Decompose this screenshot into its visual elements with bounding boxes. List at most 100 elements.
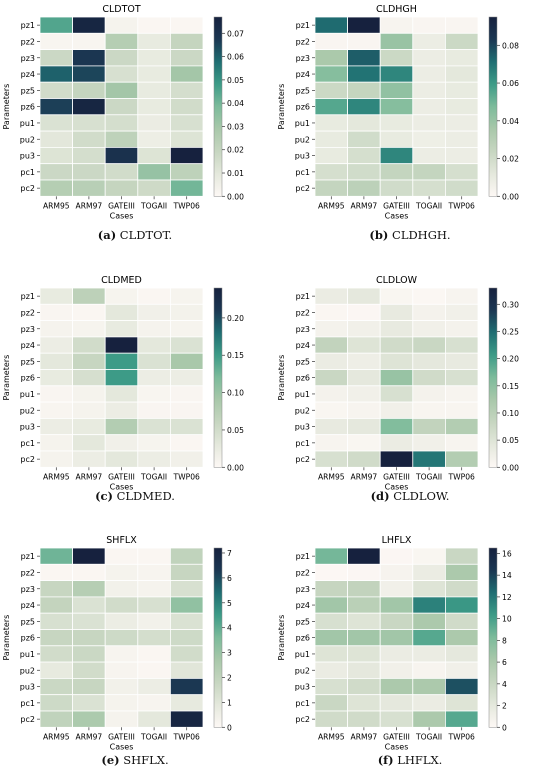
heatmap-cell-pz2-ARM97 — [72, 32, 106, 50]
heatmap-cell-pz4-GATEIII — [104, 336, 139, 354]
heatmap-cell-pz5-TOGAII — [412, 81, 446, 99]
colorbar-tick-label: 5 — [227, 599, 232, 608]
heatmap-cell-pc2-GATEIII — [379, 450, 414, 468]
colorbar-tick-label: 0.10 — [227, 389, 244, 398]
heatmap-cell-pz6-ARM97 — [347, 369, 381, 387]
heatmap-cell-pu2-GATEIII — [379, 130, 414, 148]
heatmap-cell-pz6-ARM95 — [314, 629, 348, 647]
heatmap-cell-pz3-TWP06 — [169, 49, 204, 67]
colorbar-tick-label: 0.02 — [502, 155, 519, 164]
heatmap-cell-pu3-TOGAII — [412, 417, 446, 436]
heatmap-cell-pz5-TOGAII — [137, 612, 171, 630]
heatmap-panel-shflx: SHFLX pz1 pz2 pz3 pz4 pz5 pz6 pu1 pu2 pu3 pc1 pc2 AR… — [0, 531, 275, 775]
y-tick-label: pu1 — [295, 390, 310, 399]
heatmap-cell-pz2-ARM97 — [72, 303, 106, 321]
caption-cldmed: (c) CLDMED. — [0, 489, 270, 503]
heatmap-cell-pz1-TWP06 — [444, 547, 479, 565]
heatmap-cell-pc1-ARM95 — [39, 434, 73, 452]
heatmap-cell-pc2-ARM97 — [347, 450, 381, 468]
y-tick-label: pu3 — [20, 683, 35, 692]
heatmap-cell-pz3-TOGAII — [412, 320, 446, 338]
heatmap-cell-pz6-TOGAII — [137, 369, 171, 387]
heatmap-cell-pz2-TWP06 — [169, 303, 204, 321]
heatmap-cell-pz3-GATEIII — [379, 580, 414, 598]
heatmap-cell-pz1-ARM95 — [39, 16, 73, 34]
heatmap-cell-pz2-GATEIII — [104, 303, 139, 321]
colorbar-tick-label: 7 — [227, 549, 232, 558]
colorbar-tick-label: 1 — [227, 698, 232, 707]
heatmap-cell-pz6-TWP06 — [444, 369, 479, 387]
y-axis-label: Parameters — [277, 355, 286, 401]
heatmap-cell-pz3-TOGAII — [137, 580, 171, 598]
heatmap-cell-pz3-GATEIII — [104, 580, 139, 598]
heatmap-cell-pz3-TOGAII — [412, 580, 446, 598]
heatmap-cell-pz5-TOGAII — [412, 352, 446, 370]
y-tick-label: pu2 — [295, 666, 310, 675]
heatmap-cldmed: CLDMED pz1 pz2 pz3 pz4 pz5 pz6 pu1 pu2 pu3 pc1 pc2 A… — [2, 275, 244, 491]
heatmap-cell-pu1-TOGAII — [412, 385, 446, 403]
heatmap-cell-pz4-ARM97 — [72, 65, 106, 83]
heatmap-cell-pz3-TOGAII — [137, 320, 171, 338]
heatmap-cell-pz4-TWP06 — [444, 596, 479, 614]
heatmap-cell-pz1-GATEIII — [379, 287, 414, 305]
heatmap-cell-pz6-TOGAII — [137, 629, 171, 647]
y-tick-label: pz6 — [21, 374, 35, 383]
heatmap-cell-pc2-GATEIII — [379, 179, 414, 197]
caption-cldtot: (a) CLDTOT. — [0, 228, 270, 242]
caption-tag: (c) — [95, 489, 113, 503]
heatmap-cell-pu2-ARM95 — [39, 130, 73, 148]
x-tick-label: ARM95 — [318, 472, 345, 481]
heatmap-cell-pz3-ARM97 — [347, 320, 381, 338]
heatmap-cell-pu3-GATEIII — [104, 417, 139, 436]
y-tick-label: pc1 — [20, 439, 35, 448]
heatmap-cell-pu1-TWP06 — [444, 645, 479, 663]
heatmap-cell-pc1-ARM97 — [347, 434, 381, 452]
heatmap-cell-pc1-TOGAII — [137, 434, 171, 452]
y-tick-label: pz1 — [296, 552, 310, 561]
heatmap-cell-pu3-TOGAII — [137, 677, 171, 696]
heatmap-cell-pu1-ARM95 — [314, 645, 348, 663]
heatmap-cell-pu2-GATEIII — [379, 661, 414, 679]
y-tick-label: pz5 — [296, 357, 310, 366]
x-tick-label: TOGAII — [415, 201, 442, 210]
y-tick-label: pz2 — [296, 37, 310, 46]
heatmap-cell-pz3-ARM95 — [39, 320, 73, 338]
colorbar-tick-label: 0.20 — [502, 355, 519, 364]
heatmap-cell-pz4-GATEIII — [379, 596, 414, 614]
y-tick-label: pz1 — [296, 292, 310, 301]
heatmap-cell-pc1-ARM95 — [314, 694, 348, 712]
x-tick-label: TWP06 — [448, 472, 476, 481]
heatmap-cell-pu3-ARM95 — [39, 417, 73, 436]
heatmap-cell-pc1-ARM97 — [347, 694, 381, 712]
y-axis-label: Parameters — [2, 355, 11, 401]
heatmap-cell-pz4-GATEIII — [379, 336, 414, 354]
caption-text: CLDLOW. — [393, 489, 450, 503]
heatmap-cell-pz6-ARM97 — [72, 98, 106, 116]
heatmap-cell-pu2-TWP06 — [169, 130, 204, 148]
heatmap-cell-pc1-TWP06 — [169, 434, 204, 452]
heatmap-panel-cldtot: CLDTOT pz1 pz2 pz3 pz4 pz5 pz6 pu1 pu2 pu3 pc1 pc2 A… — [0, 0, 275, 258]
heatmap-cell-pz4-TOGAII — [137, 65, 171, 83]
x-axis-label: Cases — [385, 482, 409, 491]
heatmap-cell-pz4-ARM95 — [39, 596, 73, 614]
colorbar-tick-label: 8 — [502, 636, 507, 645]
y-tick-label: pz4 — [21, 601, 35, 610]
colorbar-tick-label: 12 — [502, 593, 512, 602]
heatmap-cell-pz1-GATEIII — [104, 547, 139, 565]
heatmap-cell-pc2-ARM95 — [39, 450, 73, 468]
heatmap-cell-pz4-ARM97 — [347, 596, 381, 614]
heatmap-cell-pz4-ARM97 — [347, 65, 381, 83]
heatmap-cell-pc2-ARM97 — [72, 450, 106, 468]
colorbar — [488, 547, 498, 728]
heatmap-cell-pz4-TWP06 — [169, 65, 204, 83]
heatmap-cell-pu2-ARM95 — [39, 661, 73, 679]
heatmap-cell-pu1-TOGAII — [137, 385, 171, 403]
heatmap-cell-pz1-GATEIII — [104, 287, 139, 305]
heatmap-cell-pz3-ARM95 — [39, 49, 73, 67]
heatmap-cell-pz2-ARM95 — [314, 32, 348, 50]
heatmap-cell-pz1-TOGAII — [412, 287, 446, 305]
heatmap-cell-pc1-GATEIII — [104, 163, 139, 181]
heatmap-cldhgh: CLDHGH pz1 pz2 pz3 pz4 pz5 pz6 pu1 pu2 pu3 pc1 pc2 A… — [277, 4, 519, 220]
heatmap-cell-pc1-ARM95 — [39, 163, 73, 181]
heatmap-cell-pz5-GATEIII — [379, 612, 414, 630]
